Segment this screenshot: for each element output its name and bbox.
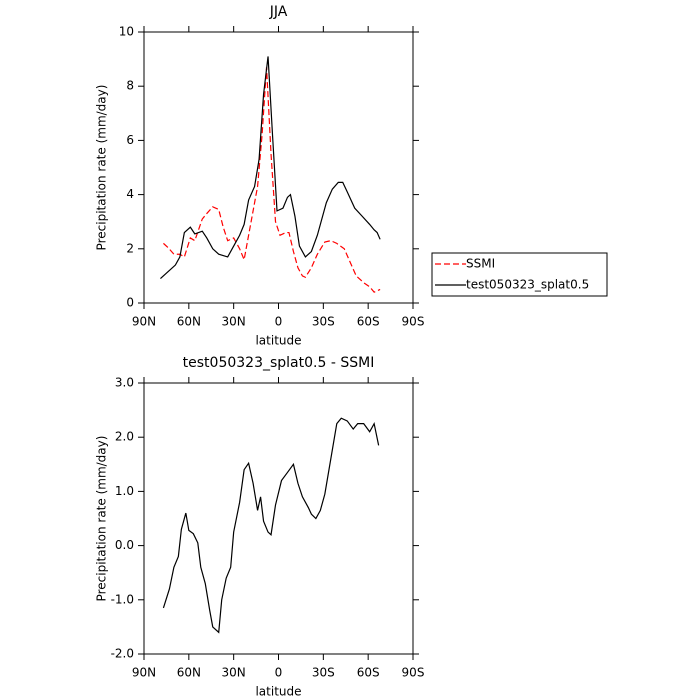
data-line	[163, 67, 381, 293]
x-axis-label: latitude	[255, 685, 301, 699]
y-tick-label: 2	[126, 241, 134, 255]
x-tick-label: 30N	[222, 666, 246, 680]
chart-title: JJA	[269, 4, 288, 20]
x-tick-label: 90N	[132, 315, 156, 329]
x-tick-label: 90S	[402, 666, 425, 680]
x-tick-label: 0	[275, 315, 283, 329]
x-tick-label: 30N	[222, 315, 246, 329]
legend-label: test050323_splat0.5	[466, 278, 589, 292]
x-tick-label: 60S	[357, 315, 380, 329]
y-tick-label: 1.0	[115, 484, 134, 498]
x-tick-label: 60S	[357, 666, 380, 680]
x-tick-label: 60N	[177, 315, 201, 329]
y-axis-label: Precipitation rate (mm/day)	[95, 85, 109, 251]
y-tick-label: -2.0	[111, 647, 134, 661]
x-tick-label: 60N	[177, 666, 201, 680]
y-tick-label: 8	[126, 79, 134, 93]
x-tick-label: 90S	[402, 315, 425, 329]
x-tick-label: 90N	[132, 666, 156, 680]
y-tick-label: -1.0	[111, 592, 134, 606]
legend-box	[431, 252, 608, 297]
chart-title: test050323_splat0.5 - SSMI	[183, 355, 375, 371]
x-tick-label: 0	[275, 666, 283, 680]
y-axis-label: Precipitation rate (mm/day)	[95, 436, 109, 602]
y-tick-label: 10	[119, 25, 134, 39]
y-tick-label: 0.0	[115, 538, 134, 552]
y-tick-label: 4	[126, 187, 134, 201]
y-tick-label: 3.0	[115, 376, 134, 390]
legend-label: SSMI	[466, 257, 495, 271]
data-line	[162, 417, 380, 634]
y-tick-label: 6	[126, 133, 134, 147]
y-tick-label: 2.0	[115, 430, 134, 444]
x-axis-label: latitude	[255, 334, 301, 348]
y-tick-label: 0	[126, 296, 134, 310]
plot-frame	[143, 31, 414, 304]
x-tick-label: 30S	[312, 666, 335, 680]
x-tick-label: 30S	[312, 315, 335, 329]
data-line	[160, 56, 381, 280]
